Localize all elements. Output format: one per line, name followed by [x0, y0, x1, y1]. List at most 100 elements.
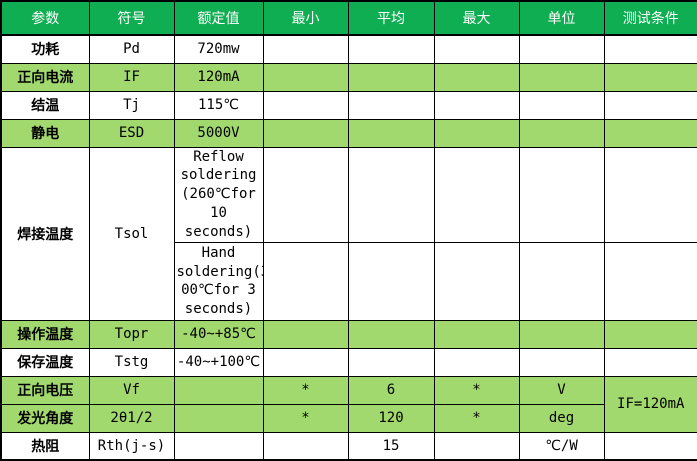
table-header-row: 参数 符号 额定值 最小 平均 最大 单位 测试条件: [0, 0, 697, 36]
symbol-cell: IF: [88, 62, 175, 92]
unit-cell: [518, 319, 605, 349]
avg-cell: [347, 34, 435, 64]
symbol-cell: Tsol: [88, 146, 175, 321]
condition-cell: [603, 90, 697, 120]
min-cell: [262, 62, 349, 92]
min-cell: [262, 241, 349, 321]
max-cell: [433, 34, 520, 64]
param-cell: 发光角度: [0, 403, 90, 433]
param-cell: 保存温度: [0, 347, 90, 377]
row-soldering-temperature-reflow: 焊接温度 Tsol Reflow soldering (260℃for 10 s…: [0, 146, 697, 321]
condition-cell: [603, 241, 697, 321]
max-cell: [433, 319, 520, 349]
symbol-cell: Topr: [88, 319, 175, 349]
avg-cell: [347, 347, 435, 377]
condition-cell: [603, 146, 697, 243]
col-header-min: 最小: [262, 0, 349, 36]
unit-cell: [518, 62, 605, 92]
unit-cell: deg: [518, 403, 605, 433]
param-cell: 功耗: [0, 34, 90, 64]
max-cell: [433, 90, 520, 120]
col-header-symbol: 符号: [88, 0, 175, 36]
unit-cell: [518, 118, 605, 148]
min-cell: *: [262, 403, 349, 433]
col-header-condition: 测试条件: [603, 0, 697, 36]
row-forward-current: 正向电流 IF 120mA: [0, 62, 697, 92]
max-cell: [433, 347, 520, 377]
avg-cell: 6: [347, 375, 435, 405]
condition-cell: [603, 347, 697, 377]
min-cell: [262, 118, 349, 148]
min-cell: [262, 90, 349, 120]
symbol-cell: 2θ1/2: [88, 403, 175, 433]
avg-cell: [347, 319, 435, 349]
avg-cell: 15: [347, 431, 435, 461]
col-header-avg: 平均: [347, 0, 435, 36]
symbol-cell: Rth(j-s): [88, 431, 175, 461]
min-cell: [262, 347, 349, 377]
unit-cell: ℃/W: [518, 431, 605, 461]
rated-cell-reflow: Reflow soldering (260℃for 10 seconds): [173, 146, 264, 243]
avg-cell: [347, 118, 435, 148]
condition-cell: IF=120mA: [603, 375, 697, 433]
row-thermal-resistance: 热阻 Rth(j-s) 15 ℃/W: [0, 431, 697, 461]
param-cell: 结温: [0, 90, 90, 120]
min-cell: [262, 34, 349, 64]
max-cell: [433, 62, 520, 92]
rated-cell: [173, 375, 264, 405]
max-cell: [433, 241, 520, 321]
min-cell: [262, 319, 349, 349]
rated-cell: 115℃: [173, 90, 264, 120]
row-storage-temperature: 保存温度 Tstg -40~+100℃: [0, 347, 697, 377]
condition-cell: [603, 431, 697, 461]
param-cell: 正向电流: [0, 62, 90, 92]
row-esd: 静电 ESD 5000V: [0, 118, 697, 148]
symbol-cell: Tj: [88, 90, 175, 120]
param-cell: 静电: [0, 118, 90, 148]
symbol-cell: Vf: [88, 375, 175, 405]
avg-cell: 120: [347, 403, 435, 433]
rated-cell: [173, 403, 264, 433]
max-cell: *: [433, 375, 520, 405]
unit-cell: V: [518, 375, 605, 405]
param-cell: 焊接温度: [0, 146, 90, 321]
col-header-unit: 单位: [518, 0, 605, 36]
condition-cell: [603, 34, 697, 64]
param-cell: 操作温度: [0, 319, 90, 349]
max-cell: [433, 146, 520, 243]
col-header-max: 最大: [433, 0, 520, 36]
param-cell: 正向电压: [0, 375, 90, 405]
max-cell: *: [433, 403, 520, 433]
symbol-cell: Pd: [88, 34, 175, 64]
rated-cell-hand: Hand soldering(3 00℃for 3 seconds): [173, 241, 264, 321]
row-operating-temperature: 操作温度 Topr -40~+85℃: [0, 319, 697, 349]
max-cell: [433, 431, 520, 461]
param-cell: 热阻: [0, 431, 90, 461]
avg-cell: [347, 90, 435, 120]
min-cell: [262, 146, 349, 243]
row-junction-temperature: 结温 Tj 115℃: [0, 90, 697, 120]
col-header-param: 参数: [0, 0, 90, 36]
row-viewing-angle: 发光角度 2θ1/2 * 120 * deg: [0, 403, 697, 433]
unit-cell: [518, 90, 605, 120]
rated-cell: [173, 431, 264, 461]
unit-cell: [518, 34, 605, 64]
min-cell: [262, 431, 349, 461]
condition-cell: [603, 319, 697, 349]
avg-cell: [347, 241, 435, 321]
rated-cell: -40~+100℃: [173, 347, 264, 377]
rated-cell: 120mA: [173, 62, 264, 92]
unit-cell: [518, 347, 605, 377]
rated-cell: 720mw: [173, 34, 264, 64]
unit-cell: [518, 241, 605, 321]
row-soldering-temperature-hand: Hand soldering(3 00℃for 3 seconds): [1, 241, 697, 321]
avg-cell: [347, 62, 435, 92]
row-power-dissipation: 功耗 Pd 720mw: [0, 34, 697, 64]
condition-cell: [603, 118, 697, 148]
row-forward-voltage: 正向电压 Vf * 6 * V IF=120mA: [0, 375, 697, 433]
avg-cell: [347, 146, 435, 243]
condition-cell: [603, 62, 697, 92]
symbol-cell: Tstg: [88, 347, 175, 377]
